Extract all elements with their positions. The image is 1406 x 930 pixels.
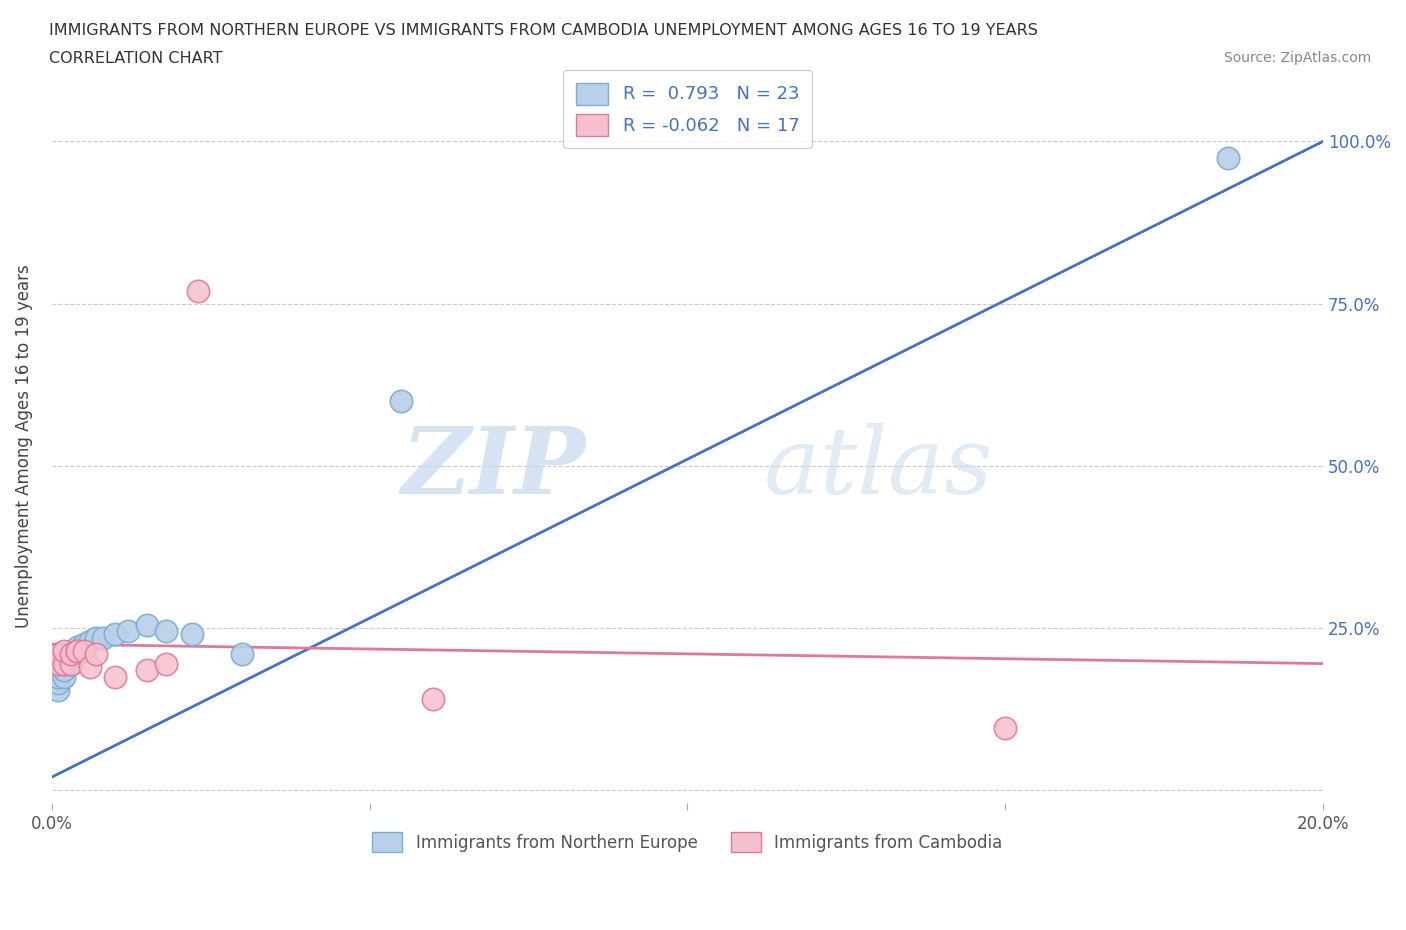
Point bbox=[53, 669, 76, 684]
Point bbox=[46, 682, 69, 697]
Point bbox=[104, 669, 127, 684]
Point bbox=[136, 618, 159, 632]
Point bbox=[46, 657, 69, 671]
Point bbox=[72, 637, 94, 652]
Point bbox=[59, 657, 82, 671]
Point bbox=[422, 692, 444, 707]
Text: Source: ZipAtlas.com: Source: ZipAtlas.com bbox=[1223, 51, 1371, 65]
Point bbox=[155, 657, 177, 671]
Point bbox=[994, 721, 1017, 736]
Point bbox=[53, 657, 76, 671]
Text: CORRELATION CHART: CORRELATION CHART bbox=[49, 51, 222, 66]
Point bbox=[53, 663, 76, 678]
Point bbox=[180, 627, 202, 642]
Text: IMMIGRANTS FROM NORTHERN EUROPE VS IMMIGRANTS FROM CAMBODIA UNEMPLOYMENT AMONG A: IMMIGRANTS FROM NORTHERN EUROPE VS IMMIG… bbox=[49, 23, 1038, 38]
Point bbox=[46, 669, 69, 684]
Point bbox=[389, 393, 412, 408]
Point bbox=[72, 644, 94, 658]
Point bbox=[91, 631, 114, 645]
Point bbox=[53, 657, 76, 671]
Point bbox=[66, 644, 89, 658]
Point bbox=[84, 646, 107, 661]
Point bbox=[84, 631, 107, 645]
Text: ZIP: ZIP bbox=[402, 422, 586, 512]
Point bbox=[59, 650, 82, 665]
Point bbox=[187, 283, 209, 298]
Point bbox=[66, 646, 89, 661]
Legend: Immigrants from Northern Europe, Immigrants from Cambodia: Immigrants from Northern Europe, Immigra… bbox=[366, 825, 1010, 859]
Point bbox=[59, 646, 82, 661]
Point bbox=[72, 644, 94, 658]
Point bbox=[53, 644, 76, 658]
Point bbox=[117, 624, 139, 639]
Point bbox=[79, 659, 101, 674]
Point bbox=[231, 646, 253, 661]
Point bbox=[59, 657, 82, 671]
Text: atlas: atlas bbox=[763, 422, 993, 512]
Point bbox=[66, 640, 89, 655]
Point bbox=[104, 627, 127, 642]
Y-axis label: Unemployment Among Ages 16 to 19 years: Unemployment Among Ages 16 to 19 years bbox=[15, 264, 32, 628]
Point bbox=[79, 633, 101, 648]
Point bbox=[66, 644, 89, 658]
Point bbox=[46, 646, 69, 661]
Point bbox=[1216, 150, 1239, 165]
Point bbox=[136, 663, 159, 678]
Point bbox=[155, 624, 177, 639]
Point bbox=[46, 675, 69, 690]
